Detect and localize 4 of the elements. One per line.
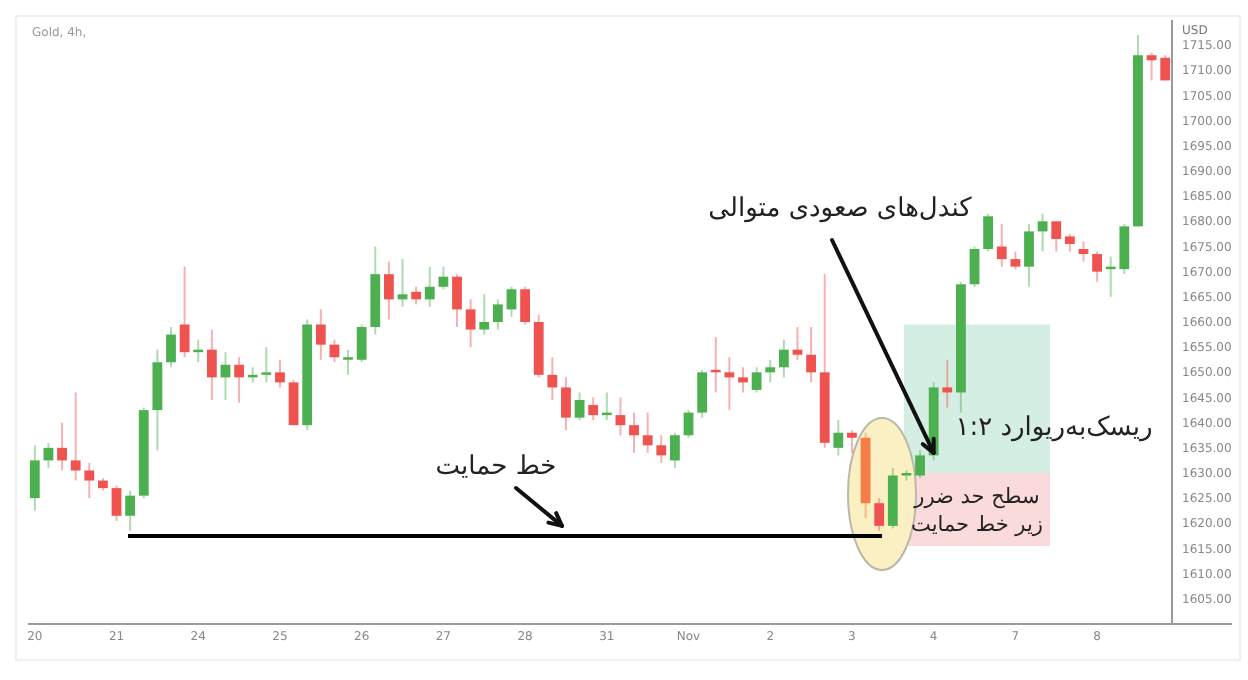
band-label: سطح حد ضرر زیر خط حمایت bbox=[911, 485, 1043, 538]
annotation: کندل‌های صعودی متوالی bbox=[708, 194, 974, 224]
band-label: ریسک‌به‌ریوارد ۱:۲ bbox=[955, 412, 1153, 443]
ref-line-label: خط حمایت bbox=[435, 452, 557, 482]
